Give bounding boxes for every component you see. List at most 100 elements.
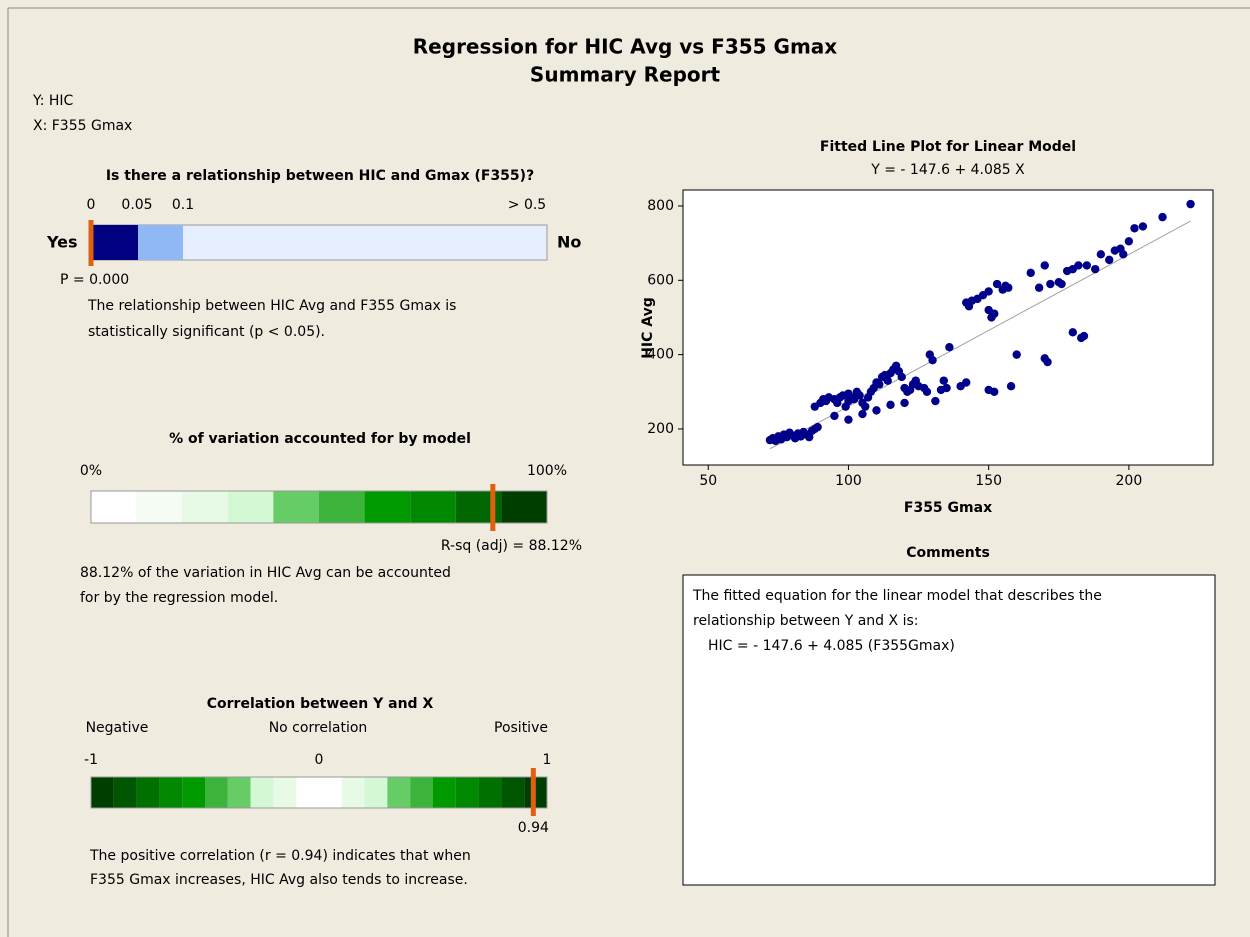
gauge-track — [90, 776, 548, 809]
tick-label: 100% — [527, 463, 567, 479]
gauge-band — [205, 777, 228, 808]
x-info: X: F355 Gmax — [33, 118, 132, 134]
point — [1006, 382, 1016, 391]
gauge-marker — [530, 768, 536, 816]
gauge-track — [90, 490, 548, 524]
point — [1079, 331, 1089, 341]
gauge-band — [364, 491, 411, 523]
x-tick-label: 100 — [835, 473, 862, 489]
point — [1074, 261, 1083, 270]
point — [1091, 264, 1100, 274]
text: for by the regression model. — [80, 590, 278, 606]
point — [931, 396, 940, 406]
gauge-band — [91, 491, 137, 523]
x-tick-label: 150 — [975, 473, 1002, 489]
x-axis-label: F355 Gmax — [904, 500, 992, 516]
gauge-band — [410, 777, 433, 808]
point — [1057, 279, 1066, 289]
point — [897, 372, 906, 382]
point — [861, 402, 870, 411]
point — [1105, 255, 1114, 265]
x-tick-label: 200 — [1116, 473, 1143, 489]
scale-label: Negative — [86, 720, 149, 736]
gauge-border — [90, 490, 548, 524]
y-tick-label: 600 — [647, 272, 674, 288]
tick-label: 0% — [80, 463, 102, 479]
point — [1138, 222, 1148, 231]
point — [858, 409, 867, 419]
point — [886, 400, 895, 409]
gauge-band — [136, 777, 160, 808]
text: The positive correlation (r = 0.94) indi… — [89, 848, 471, 864]
comments-box — [682, 574, 1216, 886]
gauge-band — [410, 491, 456, 523]
text: 88.12% of the variation in HIC Avg can b… — [80, 565, 451, 581]
value-label: 0.94 — [518, 820, 549, 836]
point — [1012, 350, 1021, 359]
point — [1130, 224, 1139, 233]
gauge-band — [273, 491, 319, 523]
gauge-band — [227, 777, 251, 808]
tick-label: 0.05 — [121, 197, 152, 213]
y-tick-label: 400 — [647, 347, 674, 363]
text: statistically significant (p < 0.05). — [88, 324, 325, 340]
gauge-heading: % of variation accounted for by model — [169, 431, 471, 447]
r-sq-label: R-sq (adj) = 88.12% — [441, 538, 582, 554]
gauge-band — [319, 491, 365, 523]
point — [872, 406, 881, 415]
scale-label: No correlation — [269, 720, 368, 736]
point — [855, 391, 864, 400]
gauge-border — [90, 776, 548, 809]
tick-label: 0 — [315, 752, 324, 768]
point — [883, 376, 892, 385]
gauge-marker — [490, 484, 496, 531]
plot-subtitle: Y = - 147.6 + 4.085 X — [870, 162, 1025, 178]
y-tick-label: 800 — [647, 198, 674, 214]
tick-label: 1 — [543, 752, 552, 768]
gauge-band — [433, 777, 456, 808]
comment-line: HIC = - 147.6 + 4.085 (F355Gmax) — [708, 638, 955, 654]
point — [945, 342, 954, 352]
point — [804, 432, 814, 442]
gauge-band — [501, 777, 525, 808]
y-tick-label: 200 — [647, 421, 674, 437]
point — [1068, 328, 1077, 337]
gauge-band — [501, 491, 547, 523]
tick-label: 0.1 — [172, 197, 194, 213]
no-label: No — [557, 233, 581, 252]
gauge-heading: Correlation between Y and X — [207, 696, 434, 712]
point — [813, 422, 822, 432]
point — [1040, 261, 1049, 270]
gauge-band — [91, 225, 138, 260]
point — [928, 356, 937, 365]
gauge-band — [227, 491, 274, 523]
gauge-band — [113, 777, 137, 808]
point — [1124, 237, 1134, 246]
point — [875, 380, 884, 389]
text: The relationship between HIC Avg and F35… — [87, 298, 456, 314]
scale-label: Positive — [494, 720, 548, 736]
gauge-band — [455, 777, 479, 808]
gauge-band — [387, 777, 411, 808]
gauge-band — [159, 777, 183, 808]
point — [962, 378, 971, 387]
comment-line: relationship between Y and X is: — [693, 613, 918, 629]
point — [1046, 279, 1055, 289]
gauge-band — [364, 777, 388, 808]
tick-label: -1 — [84, 752, 98, 768]
gauge-band — [136, 491, 183, 523]
point — [830, 411, 839, 421]
point — [1026, 268, 1035, 278]
yes-label: Yes — [46, 233, 78, 252]
point — [990, 309, 999, 318]
gauge-band — [296, 777, 319, 808]
gauge-marker — [88, 220, 94, 266]
comment-line: The fitted equation for the linear model… — [692, 588, 1102, 604]
gauge-band — [319, 777, 342, 808]
text: F355 Gmax increases, HIC Avg also tends … — [90, 872, 468, 888]
y-info: Y: HIC — [32, 93, 74, 109]
point — [992, 279, 1002, 289]
point — [942, 383, 951, 393]
gauge-heading: Is there a relationship between HIC and … — [106, 168, 534, 184]
